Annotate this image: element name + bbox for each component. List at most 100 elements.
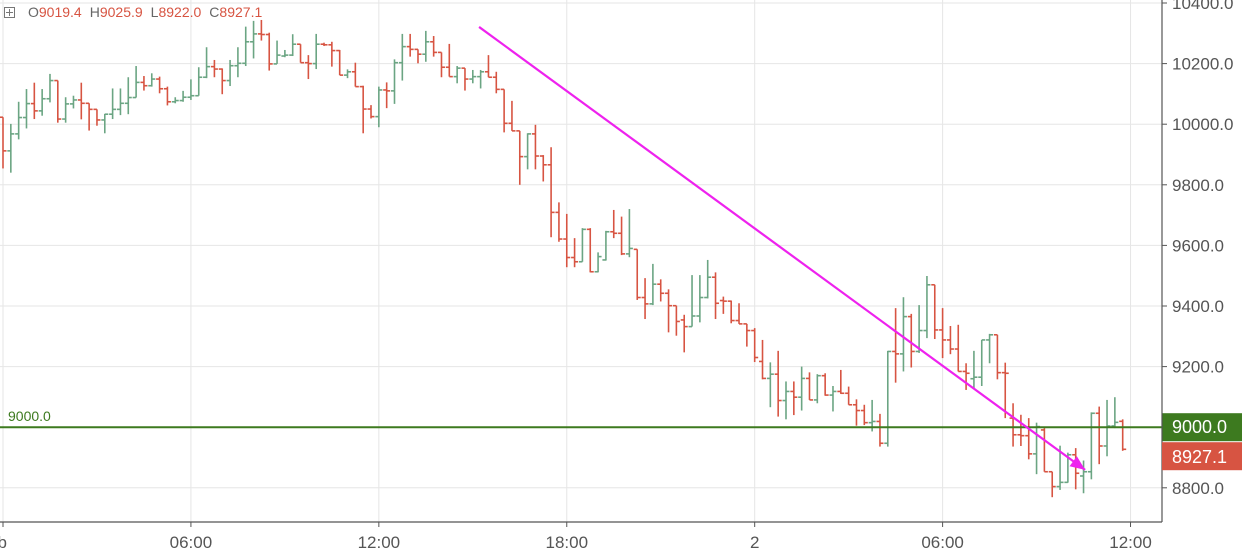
ohlc-bar bbox=[226, 59, 234, 87]
ohlc-bar bbox=[735, 303, 743, 325]
ohlc-bar bbox=[829, 385, 837, 412]
ohlc-bar bbox=[30, 82, 38, 120]
ohlc-bar bbox=[665, 289, 673, 333]
ohlc-bar bbox=[203, 47, 211, 79]
ohlc-bar bbox=[641, 278, 649, 320]
ohlc-bar bbox=[297, 43, 305, 64]
trend-arrow-line[interactable] bbox=[478, 26, 1086, 471]
ohlc-bar bbox=[657, 279, 665, 302]
ohlc-bar bbox=[375, 86, 383, 128]
ohlc-bar bbox=[962, 363, 970, 390]
y-tick-label: 8800.0 bbox=[1172, 479, 1224, 498]
ohlc-bar bbox=[578, 228, 586, 263]
y-tick-label: 10000.0 bbox=[1172, 115, 1233, 134]
ohlc-bar bbox=[970, 350, 978, 389]
ohlc-bar bbox=[649, 263, 657, 306]
ohlc-bar bbox=[344, 69, 352, 79]
plus-square-icon[interactable] bbox=[4, 6, 15, 18]
ohlc-bar bbox=[680, 314, 688, 353]
arrow-head-icon[interactable] bbox=[1069, 456, 1086, 470]
open-value: 9019.4 bbox=[38, 4, 82, 20]
ohlc-bar bbox=[790, 381, 798, 416]
ohlc-bar bbox=[751, 328, 759, 363]
last-price-tag-bg bbox=[1162, 442, 1242, 471]
ohlc-bar bbox=[555, 202, 563, 242]
drawings[interactable]: 9000.0 bbox=[0, 26, 1162, 471]
ohlc-bar bbox=[0, 116, 7, 169]
ohlc-bar bbox=[602, 230, 610, 261]
ohlc-bar bbox=[712, 272, 720, 320]
y-tick-label: 9200.0 bbox=[1172, 358, 1224, 377]
ohlc-bar bbox=[798, 366, 806, 411]
ohlc-bar bbox=[954, 324, 962, 373]
high-value: 9025.9 bbox=[99, 4, 143, 20]
ohlc-bar bbox=[46, 73, 54, 103]
ohlc-bar bbox=[774, 350, 782, 417]
ohlc-bar bbox=[907, 313, 915, 368]
ohlc-bar bbox=[696, 275, 704, 323]
ohlc-bar bbox=[320, 42, 328, 47]
ohlc-bar bbox=[69, 95, 77, 109]
ohlc-bar bbox=[915, 305, 923, 353]
ohlc-bars bbox=[0, 19, 1127, 498]
ohlc-bar bbox=[688, 275, 696, 328]
ohlc-bar bbox=[1095, 406, 1103, 465]
ohlc-bar bbox=[148, 73, 156, 87]
ohlc-bar bbox=[7, 123, 15, 173]
x-tick-label: 2 bbox=[750, 533, 759, 552]
ohlc-bar bbox=[171, 97, 179, 104]
ohlc-bar bbox=[986, 333, 994, 364]
hline-price-tag-bg bbox=[1162, 413, 1242, 442]
ohlc-bar bbox=[289, 34, 297, 57]
ohlc-bar bbox=[1040, 428, 1048, 473]
ohlc-bar bbox=[1056, 445, 1064, 490]
x-tick-label: 12:00 bbox=[358, 533, 401, 552]
ohlc-bar bbox=[383, 82, 391, 109]
ohlc-bar bbox=[508, 100, 516, 132]
ohlc-bar bbox=[257, 19, 265, 41]
ohlc-bar bbox=[195, 67, 203, 97]
ohlc-bar bbox=[156, 76, 164, 94]
ohlc-bar bbox=[845, 386, 853, 406]
ohlc-bar bbox=[805, 372, 813, 401]
high-label: H bbox=[89, 4, 100, 20]
ohlc-bar bbox=[743, 323, 751, 347]
ohlc-bar bbox=[477, 69, 485, 89]
ohlc-bar bbox=[132, 66, 140, 99]
ohlc-bar bbox=[484, 55, 492, 79]
ohlc-bar bbox=[359, 85, 367, 134]
ohlc-bar bbox=[923, 276, 931, 339]
ohlc-bar bbox=[312, 33, 320, 70]
ohlc-bar bbox=[242, 26, 250, 67]
x-tick-label: 12:00 bbox=[1109, 533, 1152, 552]
ohlc-bar bbox=[1080, 460, 1088, 494]
ohlc-bar bbox=[1017, 414, 1025, 446]
ohlc-bar bbox=[1072, 448, 1080, 490]
x-tick-label: 18:00 bbox=[545, 533, 588, 552]
ohlc-bar bbox=[978, 339, 986, 386]
ohlc-bar bbox=[398, 33, 406, 81]
ohlc-bar bbox=[1111, 397, 1119, 429]
ohlc-bar bbox=[837, 369, 845, 395]
ohlc-bar bbox=[351, 62, 359, 88]
ohlc-bar bbox=[445, 43, 453, 78]
ohlc-bar bbox=[892, 308, 900, 383]
ohlc-bar bbox=[821, 373, 829, 396]
ohlc-bar bbox=[704, 259, 712, 299]
ohlc-bar bbox=[62, 97, 70, 123]
ohlc-bar bbox=[391, 59, 398, 104]
ohlc-bar bbox=[210, 59, 218, 78]
ohlc-bar bbox=[500, 88, 508, 133]
hline-price-tag: 9000.0 bbox=[1172, 417, 1227, 437]
ohlc-bar bbox=[15, 101, 23, 140]
ohlc-bar bbox=[273, 40, 281, 65]
ohlc-bar bbox=[939, 308, 947, 359]
ohlc-bar bbox=[77, 82, 85, 120]
ohlc-bar bbox=[492, 71, 500, 94]
ohlc-bar bbox=[218, 68, 226, 95]
ohlc-bar bbox=[430, 36, 438, 57]
ohlc-bar bbox=[38, 89, 46, 116]
last-price-tag: 8927.1 bbox=[1172, 447, 1227, 467]
